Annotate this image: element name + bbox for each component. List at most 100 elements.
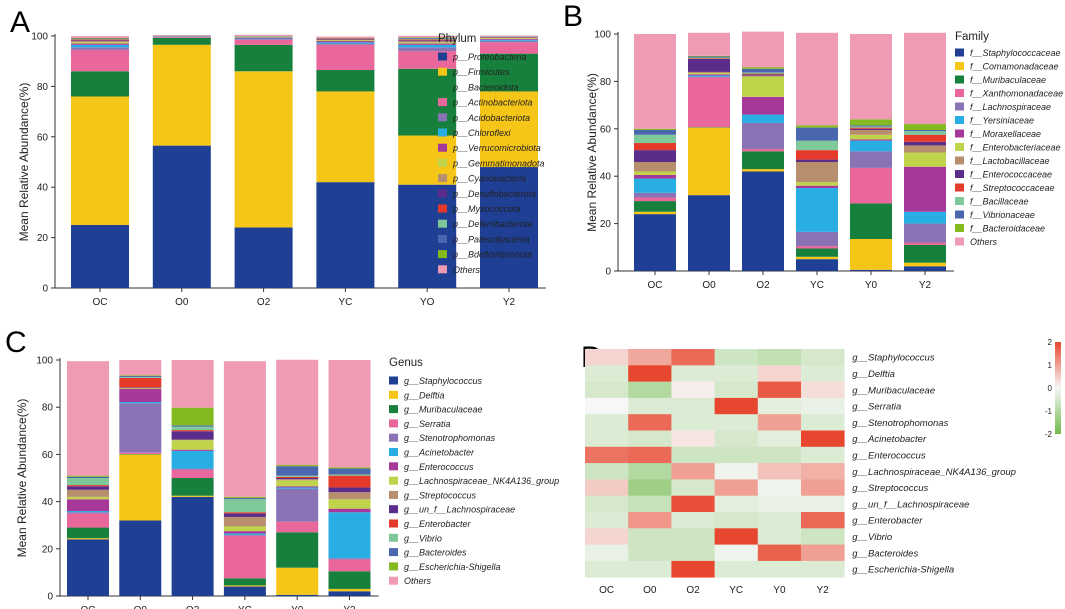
panel-b-bar-y0-f-streptococcaceae [850,127,892,129]
panel-b-bar-yc-f-bacteroidaceae [796,125,838,128]
heatmap-row-label-g-streptococcus: g__Streptococcus [852,483,928,494]
panel-b-legend-swatch-f-comamonadaceae [955,62,964,70]
panel-a-bar-oc-p-desulfobacterota [71,40,129,42]
panel-b-legend-swatch-f-muribaculaceae [955,75,964,84]
panel-c-legend-swatch-g-acinetobacter [389,448,398,456]
panel-a-y-tick-label: 0 [42,284,48,295]
panel-a-x-tick-label-yo: YO [420,297,435,308]
panel-b-bar-yc-f-enterococcaceae [796,159,838,162]
panel-a-bar-yo-p-bacteroidota [398,68,457,136]
panel-b-bar-o2-f-bacteroidaceae [742,67,784,69]
panel-c-legend-swatch-g-enterobacter [389,519,398,528]
panel-a-bar-o2-p-actinobacteriota [234,39,293,45]
panel-c-x-tick-label-y2: Y2 [343,605,356,609]
panel-b-bar-y0-f-lachnospiraceae [850,151,892,168]
heatmap-cell-g-acinetobacter-y0 [757,430,802,448]
panel-c-bar-o0-g-bacteroides [119,376,162,378]
heatmap-cell-g-streptococcus-yc [714,479,759,497]
heatmap-row-label-g-acinetobacter: g__Acinetobacter [852,434,927,445]
panel-b-bar-y2-f-streptococcaceae [904,134,946,142]
panel-b-legend-swatch-f-enterococcaceae [955,170,964,178]
panel-c-bar-y2-g-enterobacter [328,475,371,488]
panel-a-bar-yc-p-chloroflexi [316,42,375,44]
heatmap-cell-g-enterococcus-o0 [628,446,672,464]
panel-c-legend-label-g-staphylococcus: g__Staphylococcus [404,376,483,386]
panel-a-y-tick-label: 80 [37,82,49,93]
panel-c-bar-y2-g-staphylococcus [328,591,371,596]
heatmap-cell-g-enterococcus-y0 [757,446,802,464]
heatmap-cell-g-stenotrophomonas-y0 [757,414,802,431]
panel-c-bar-oc-g-serratia [67,513,109,528]
panel-b-bar-o2-f-lactobacillaceae [742,75,784,77]
panel-c-bar-o2-g-vibrio [171,426,214,431]
panel-b-bar-oc-f-yersiniaceae [634,178,676,193]
panel-b-legend-label-others: Others [970,237,998,247]
panel-a-legend-swatch-p-acidobacteriota [438,113,447,122]
panel-c-bar-yc-g-muribaculaceae [223,578,266,586]
panel-b-bar-o2-f-enterobacteriaceae [742,76,784,97]
panel-c-bar-o2-g-serratia [171,469,214,478]
panel-a-x-tick-label-o2: O2 [257,297,271,308]
panel-a-bar-o0-p-proteobacteria [152,145,211,288]
panel-b-bar-yc-f-staphylococcaceae [796,259,838,271]
panel-b-bar-o0-f-moraxellaceae [688,74,730,76]
heatmap-col-label-o0: O0 [643,585,657,596]
panel-b-bar-y2-f-enterobacteriaceae [904,152,946,167]
panel-b-bar-oc-f-enterobacteriaceae [634,171,676,176]
panel-a-legend-label-p-gemmatimonadota: p__Gemmatimonadota [452,158,545,168]
panel-a-legend-label-p-proteobacteria: p__Proteobacteria [452,52,527,62]
heatmap-row-label-g-escherichia-shigella: g__Escherichia-Shigella [852,565,954,576]
panel-c-bar-y0-g-enterococcus [276,486,319,488]
panel-a-bar-yc-p-acidobacteriota [316,43,375,45]
panel-b-bar-o2-f-bacillaceae [742,72,784,74]
heatmap-cell-g-enterobacter-y2 [801,512,845,529]
panel-a-bar-oc-p-chloroflexi [71,44,129,48]
panel-a-bar-oc-p-verrucomicrobiota [71,43,129,45]
heatmap-cell-g-muribaculaceae-o2 [671,381,715,399]
heatmap-cell-g-serratia-oc [585,397,629,415]
heatmap-cell-g-stenotrophomonas-y2 [801,414,845,431]
panel-c-legend-swatch-g-bacteroides [389,548,398,557]
panel-c-bar-y0-g-serratia [276,521,319,533]
heatmap-col-label-oc: OC [599,585,614,596]
panel-c-legend-label-g-serratia: g__Serratia [404,419,451,429]
panel-a-bar-yc-p-actinobacteriota [316,44,375,71]
panel-b-y-tick-label: 0 [605,267,611,278]
panel-a-bar-o2-p-firmicutes [234,71,293,228]
panel-a-legend-title: Phylum [438,33,476,45]
heatmap-cell-g-streptococcus-y2 [801,479,845,497]
heatmap-cell-g-streptococcus-o0 [628,479,672,497]
panel-b-bar-yc-f-lachnospiraceae [796,231,838,247]
panel-b-bar-o0-f-enterococcaceae [688,58,730,72]
panel-a-bar-yc-p-bacteroidota [316,70,375,92]
heatmap-col-label-yc: YC [729,585,743,596]
panel-c-legend-label-g-streptococcus: g__Streptococcus [404,490,477,500]
panel-c-legend-label-others: Others [404,576,432,586]
panel-c-legend-swatch-g-lachnospiraceae-nk4a136-group [389,476,398,485]
heatmap-cell-g-delftia-oc [585,365,629,382]
heatmap-cell-g-enterobacter-o0 [628,512,672,529]
panel-a-bar-oc-p-firmicutes [71,96,129,225]
panel-a-bar-oc-p-gemmatimonadota [71,42,129,44]
panel-c-legend-label-g-delftia: g__Delftia [404,390,445,400]
panel-a-bar-yo-p-bdellovibrionota [398,37,457,39]
panel-a-bar-oc-p-cyanobacteria [71,41,129,43]
panel-b-legend-label-f-bacillaceae: f__Bacillaceae [970,197,1029,207]
heatmap-cell-g-delftia-y0 [757,365,802,382]
panel-c-bar-o0-others [119,360,162,376]
panel-b-legend-label-f-enterobacteriaceae: f__Enterobacteriaceae [970,143,1061,153]
panel-c-bar-yc-g-acinetobacter [223,533,266,535]
panel-b-bar-o0-f-bacillaceae [688,57,730,59]
panel-a-legend-label-p-cyanobacteria: p__Cyanobacteria [452,174,526,184]
panel-c-bar-y0-g-lachnospiraceae-nk4a136-group [276,480,319,487]
heatmap-cell-g-enterococcus-oc [585,446,629,464]
heatmap-cell-g-serratia-o2 [671,397,715,415]
panel-c-bar-yc-g-vibrio [223,499,266,513]
panel-c-bar-o2-g-streptococcus [171,439,214,441]
panel-a-legend-swatch-p-gemmatimonadota [438,158,447,167]
panel-a-bar-yc-p-firmicutes [316,91,375,183]
heatmap-cell-g-un-f-lachnospiraceae-y0 [757,495,802,513]
heatmap-cell-g-stenotrophomonas-o0 [628,414,672,431]
heatmap-row-label-g-muribaculaceae: g__Muribaculaceae [852,385,935,396]
